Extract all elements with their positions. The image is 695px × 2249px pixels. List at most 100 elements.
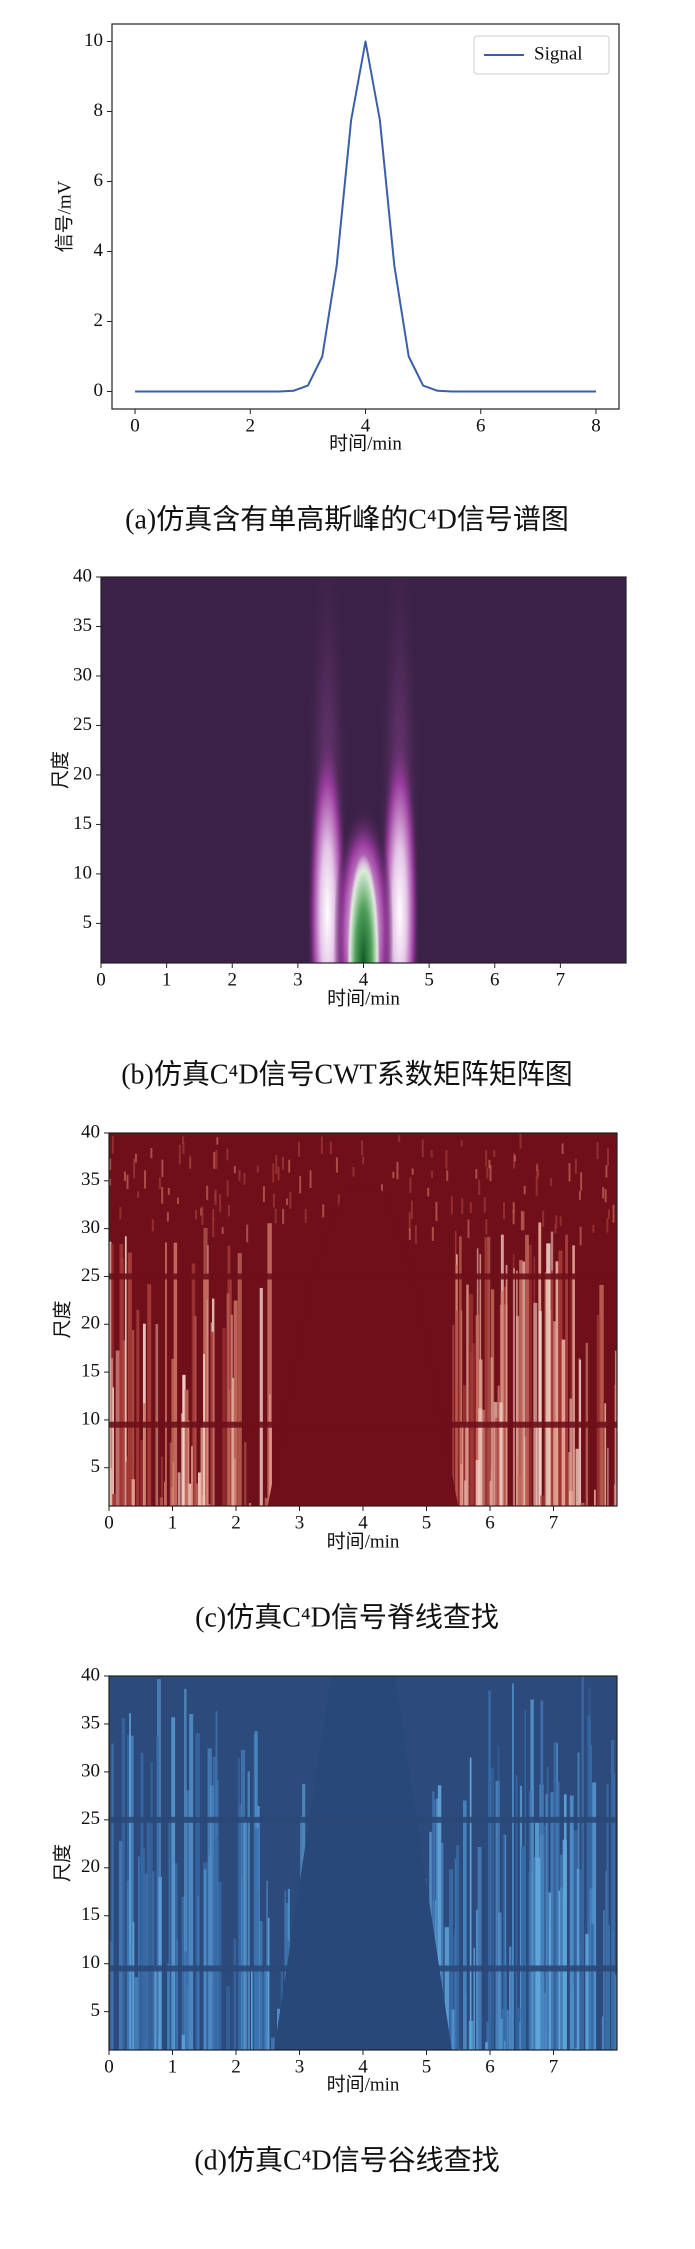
heatmap-cell xyxy=(151,1219,154,1232)
heatmap-cell xyxy=(243,1818,247,2050)
heatmap-cell xyxy=(463,1385,466,1506)
heatmap-cell xyxy=(568,1163,571,1182)
heatmap-cell xyxy=(110,1941,113,2050)
heatmap-cell xyxy=(157,1679,161,2050)
heatmap-cell xyxy=(553,1321,556,1506)
heatmap-cell xyxy=(579,1226,582,1246)
y-axis-label: 尺度 xyxy=(49,751,71,789)
heatmap-cell xyxy=(519,2021,522,2050)
heatmap-cell xyxy=(550,1792,554,2050)
heatmap-cell xyxy=(247,1771,250,2050)
y-tick-label: 25 xyxy=(81,1808,100,1829)
heatmap-cell xyxy=(465,1424,468,1506)
heatmap-cell xyxy=(150,1762,153,2050)
heatmap-cell xyxy=(517,2007,521,2050)
heatmap-cell xyxy=(607,1209,610,1219)
heatmap-cell xyxy=(195,1483,198,1506)
heatmap-cell xyxy=(558,1250,563,1506)
heatmap-cell xyxy=(171,1358,176,1506)
y-tick-label: 2 xyxy=(94,310,104,331)
heatmap-cell xyxy=(513,1155,516,1162)
heatmap-image xyxy=(109,1133,617,1506)
heatmap-cell xyxy=(540,1495,545,1506)
heatmap-cell xyxy=(128,1476,131,1506)
heatmap-cell xyxy=(267,1917,270,2050)
heatmap-cell xyxy=(297,1141,300,1157)
heatmap-cell xyxy=(503,2040,506,2050)
heatmap-cell xyxy=(601,2016,604,2050)
heatmap-cell xyxy=(160,1456,163,1506)
heatmap-cell xyxy=(143,1403,147,1506)
heatmap-cell xyxy=(431,1791,435,2050)
heatmap-image xyxy=(101,577,626,963)
heatmap-cell xyxy=(184,1389,189,1506)
heatmap-cell xyxy=(478,1408,483,1506)
heatmap-cell xyxy=(585,1933,589,2050)
heatmap-cell xyxy=(119,1244,124,1506)
heatmap-cell xyxy=(362,1156,365,1165)
heatmap-cell xyxy=(231,1377,235,1506)
heatmap-cell xyxy=(322,1204,325,1218)
heatmap-cell xyxy=(171,1717,176,2050)
heatmap-cell xyxy=(197,1472,202,1506)
heatmap-cell xyxy=(178,1144,181,1165)
heatmap-cell xyxy=(613,1772,616,2050)
x-tick-label: 4 xyxy=(361,415,371,436)
heatmap-cell xyxy=(503,1202,506,1220)
heatmap-cell xyxy=(557,1438,560,1506)
heatmap-cell xyxy=(534,1857,537,2050)
heatmap-cell xyxy=(569,1795,574,2050)
heatmap-cell xyxy=(161,1159,164,1177)
heatmap-cell xyxy=(512,1210,515,1225)
heatmap-cell xyxy=(538,1310,542,1506)
heatmap-cell xyxy=(431,1170,434,1178)
x-tick-label: 6 xyxy=(485,1512,495,1533)
heatmap-cell xyxy=(504,1834,507,2050)
heatmap-cell xyxy=(195,1733,200,2050)
heatmap-cell xyxy=(512,1683,514,2050)
heatmap-cell xyxy=(437,1785,442,2050)
heatmap-cell xyxy=(486,2021,489,2050)
heatmap-cell xyxy=(140,1439,145,1506)
heatmap-cell xyxy=(444,1927,450,2050)
x-axis-label: 时间/min xyxy=(327,1530,400,1552)
y-tick-label: 35 xyxy=(81,1169,100,1190)
x-tick-label: 7 xyxy=(549,1512,559,1533)
heatmap-cell xyxy=(282,1156,285,1170)
heatmap-cell xyxy=(495,1780,500,2050)
heatmap-cell xyxy=(237,1253,242,1506)
heatmap-cell xyxy=(129,1713,131,2050)
heatmap-cell xyxy=(615,1974,617,2050)
heatmap-cell xyxy=(484,1237,487,1506)
heatmap-cell xyxy=(469,1202,472,1214)
y-tick-label: 15 xyxy=(81,1904,100,1925)
x-tick-label: 0 xyxy=(96,969,106,990)
y-tick-label: 25 xyxy=(81,1265,100,1286)
heatmap-cell xyxy=(173,1242,178,1506)
heatmap-cell xyxy=(561,1143,564,1155)
heatmap-cell xyxy=(483,1197,486,1213)
y-tick-label: 0 xyxy=(94,380,104,401)
heatmap-cell xyxy=(131,1479,135,1506)
heatmap-cell xyxy=(553,1742,557,2050)
heatmap-cell xyxy=(427,1187,430,1197)
heatmap-cell xyxy=(256,1165,259,1173)
heatmap-cell xyxy=(460,1140,463,1147)
heatmap-cell xyxy=(555,1215,558,1229)
heatmap-cell xyxy=(555,1261,559,1506)
heatmap-cell xyxy=(473,1947,476,2050)
heatmap-cell xyxy=(233,1165,236,1174)
heatmap-cell xyxy=(565,1234,568,1506)
heatmap-cell xyxy=(451,2009,455,2050)
y-tick-label: 20 xyxy=(81,1856,100,1877)
heatmap-cell xyxy=(485,1219,488,1235)
heatmap-cell xyxy=(607,1447,609,1506)
heatmap-cell xyxy=(493,1150,496,1158)
heatmap-cell xyxy=(515,1775,518,2050)
heatmap-cell xyxy=(448,1869,454,2050)
y-tick-label: 15 xyxy=(81,1360,100,1381)
heatmap-cell xyxy=(477,1846,482,2050)
heatmap-cell xyxy=(528,1244,532,1506)
heatmap-cell xyxy=(167,1963,170,2050)
heatmap-cell xyxy=(361,1140,364,1156)
